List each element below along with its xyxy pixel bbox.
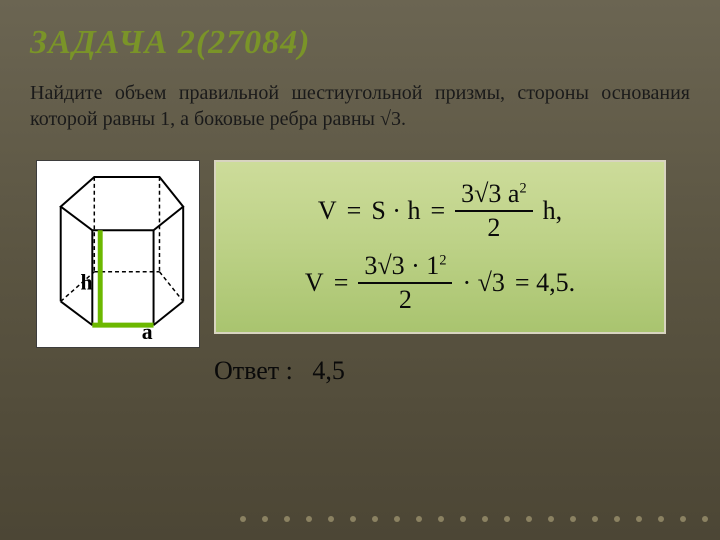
f1-num: 3√3 a (461, 179, 519, 208)
dot (328, 516, 334, 522)
dot (306, 516, 312, 522)
f2-exp: 2 (439, 252, 446, 268)
dot (284, 516, 290, 522)
equals-icon: = (430, 196, 445, 226)
dot (614, 516, 620, 522)
formula-box: V = S · h = 3√3 a2 2 h, V = 3√3 · 12 2 ·… (214, 160, 666, 334)
dot (658, 516, 664, 522)
f2-mult: · √3 (462, 268, 504, 298)
dot (548, 516, 554, 522)
dot (438, 516, 444, 522)
dot (526, 516, 532, 522)
dot (372, 516, 378, 522)
dot (636, 516, 642, 522)
dot (240, 516, 246, 522)
dot (570, 516, 576, 522)
f1-den: 2 (481, 212, 506, 241)
svg-text:a: a (142, 320, 153, 344)
dot (416, 516, 422, 522)
answer-label: Ответ : (214, 356, 293, 385)
dot (394, 516, 400, 522)
dot (504, 516, 510, 522)
f2-lhs: V (305, 268, 324, 298)
dot (592, 516, 598, 522)
f2-num: 3√3 · 1 (364, 251, 439, 280)
decorative-dots (240, 516, 708, 522)
problem-statement: Найдите объем правильной шестиугольной п… (0, 62, 720, 132)
dot (482, 516, 488, 522)
equals-icon: = (347, 196, 362, 226)
dot (680, 516, 686, 522)
formula-line-2: V = 3√3 · 12 2 · √3 = 4,5. (305, 253, 575, 313)
dot (350, 516, 356, 522)
answer-value: 4,5 (312, 356, 345, 385)
f1-lhs: V (318, 196, 337, 226)
dot (460, 516, 466, 522)
f1-mid: S · h (371, 196, 420, 226)
formula-line-1: V = S · h = 3√3 a2 2 h, (318, 181, 562, 241)
f2-fraction: 3√3 · 12 2 (358, 253, 452, 313)
f2-result: = 4,5. (515, 268, 575, 298)
f2-den: 2 (393, 284, 418, 313)
prism-figure: h a (36, 160, 200, 348)
answer-line: Ответ : 4,5 (214, 356, 720, 386)
problem-title: ЗАДАЧА 2(27084) (0, 0, 720, 62)
content-row: h a V = S · h = 3√3 a2 2 h, V = 3√3 · 12… (0, 132, 720, 348)
dot (702, 516, 708, 522)
equals-icon: = (334, 268, 349, 298)
dot (262, 516, 268, 522)
f1-fraction: 3√3 a2 2 (455, 181, 532, 241)
f1-tail: h, (543, 196, 563, 226)
svg-text:h: h (80, 271, 92, 295)
f1-exp: 2 (519, 180, 526, 196)
